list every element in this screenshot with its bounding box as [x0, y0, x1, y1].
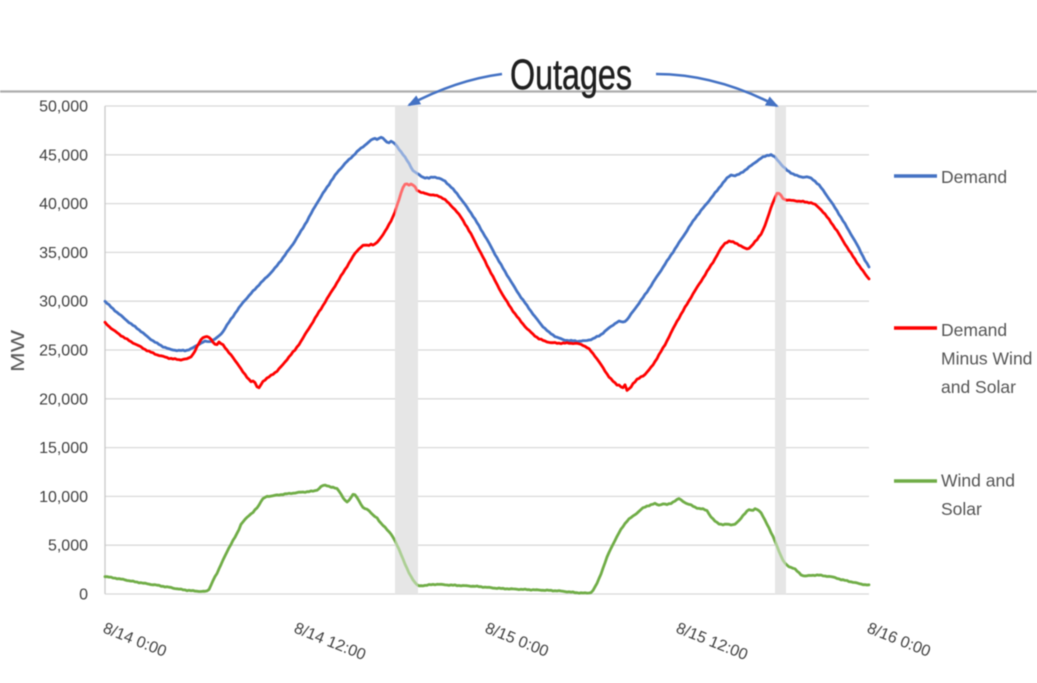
svg-text:5,000: 5,000	[48, 538, 88, 555]
svg-text:35,000: 35,000	[39, 245, 88, 262]
svg-text:Minus Wind: Minus Wind	[941, 349, 1032, 369]
svg-text:Demand: Demand	[941, 320, 1007, 340]
svg-text:10,000: 10,000	[39, 489, 88, 506]
svg-text:25,000: 25,000	[39, 343, 88, 360]
svg-text:45,000: 45,000	[39, 147, 88, 164]
svg-text:15,000: 15,000	[39, 440, 88, 457]
svg-text:MW: MW	[8, 330, 28, 372]
svg-text:30,000: 30,000	[39, 294, 88, 311]
svg-text:40,000: 40,000	[39, 196, 88, 213]
svg-text:20,000: 20,000	[39, 391, 88, 408]
svg-text:Wind and: Wind and	[941, 471, 1015, 491]
svg-text:Solar: Solar	[941, 499, 982, 519]
svg-text:50,000: 50,000	[39, 99, 88, 116]
svg-text:Demand: Demand	[941, 167, 1007, 187]
svg-text:Outages: Outages	[510, 51, 632, 99]
svg-text:and Solar: and Solar	[941, 377, 1016, 397]
svg-text:0: 0	[79, 587, 88, 604]
